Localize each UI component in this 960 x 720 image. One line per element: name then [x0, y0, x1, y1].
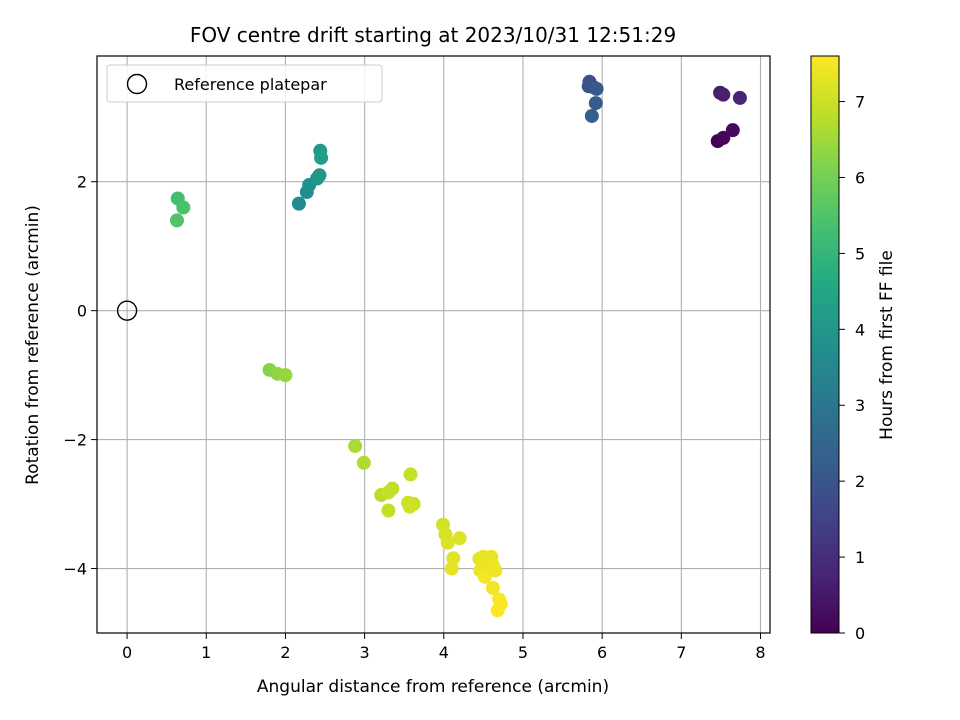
- legend: Reference platepar: [106, 64, 383, 103]
- data-point: [446, 551, 461, 566]
- colorbar-tick-label: 3: [855, 396, 865, 415]
- x-tick-label: 1: [201, 643, 211, 662]
- data-point: [716, 130, 731, 145]
- data-point: [278, 368, 293, 383]
- y-tick-label: −2: [63, 431, 87, 450]
- colorbar-tick-label: 2: [855, 472, 865, 491]
- colorbar-label: Hours from first FF file: [877, 250, 897, 440]
- y-tick-label: 0: [77, 302, 87, 321]
- data-point: [381, 485, 396, 500]
- data-point: [584, 108, 599, 123]
- legend-box: [106, 64, 383, 103]
- x-axis: 0 1 2 3 4 5 6 7 8: [122, 633, 766, 662]
- data-point: [488, 563, 503, 578]
- data-point: [403, 467, 418, 482]
- grid: [97, 56, 770, 633]
- colorbar-tick-label: 7: [855, 93, 865, 112]
- x-axis-label: Angular distance from reference (arcmin): [257, 677, 609, 697]
- data-point: [291, 196, 306, 211]
- x-tick-label: 0: [122, 643, 132, 662]
- data-point: [348, 439, 363, 454]
- legend-marker-open-circle: [126, 73, 148, 95]
- x-tick-label: 5: [518, 643, 528, 662]
- data-point: [716, 87, 731, 102]
- y-tick-label: −4: [63, 560, 87, 579]
- x-tick-label: 3: [360, 643, 370, 662]
- chart-title: FOV centre drift starting at 2023/10/31 …: [190, 23, 676, 47]
- y-tick-label: 2: [77, 173, 87, 192]
- reference-platepar-marker: [116, 300, 138, 321]
- x-tick-label: 7: [676, 643, 686, 662]
- colorbar-tick-label: 6: [855, 168, 865, 187]
- data-point: [381, 503, 396, 518]
- y-axis-label: Rotation from reference (arcmin): [23, 205, 43, 485]
- data-point: [440, 535, 455, 550]
- plot-frame: [96, 55, 771, 634]
- colorbar-ticks: 0 1 2 3 4 5 6 7: [839, 93, 865, 643]
- colorbar: 0 1 2 3 4 5 6 7 Hours from first FF file: [810, 55, 897, 643]
- data-point: [452, 531, 467, 546]
- colorbar-tick-label: 1: [855, 548, 865, 567]
- data-point: [732, 90, 747, 105]
- data-point: [588, 96, 603, 111]
- data-point: [477, 569, 492, 584]
- x-tick-label: 4: [439, 643, 449, 662]
- data-point: [444, 561, 459, 576]
- reference-point-group: [116, 300, 138, 321]
- data-point: [402, 499, 417, 514]
- data-points: [169, 74, 747, 618]
- data-point: [485, 580, 500, 595]
- data-point: [314, 150, 329, 165]
- x-tick-label: 2: [280, 643, 290, 662]
- x-tick-label: 8: [755, 643, 765, 662]
- data-point: [169, 213, 184, 228]
- data-point: [176, 200, 191, 215]
- data-point: [356, 455, 371, 470]
- data-point: [589, 81, 604, 96]
- colorbar-gradient: [810, 55, 840, 634]
- y-axis: −4 −2 0 2: [63, 173, 97, 579]
- legend-label: Reference platepar: [174, 75, 327, 94]
- colorbar-tick-label: 5: [855, 244, 865, 263]
- data-point: [725, 123, 740, 138]
- data-point: [312, 168, 327, 183]
- data-point: [490, 603, 505, 618]
- colorbar-tick-label: 0: [855, 624, 865, 643]
- x-tick-label: 6: [597, 643, 607, 662]
- colorbar-tick-label: 4: [855, 320, 865, 339]
